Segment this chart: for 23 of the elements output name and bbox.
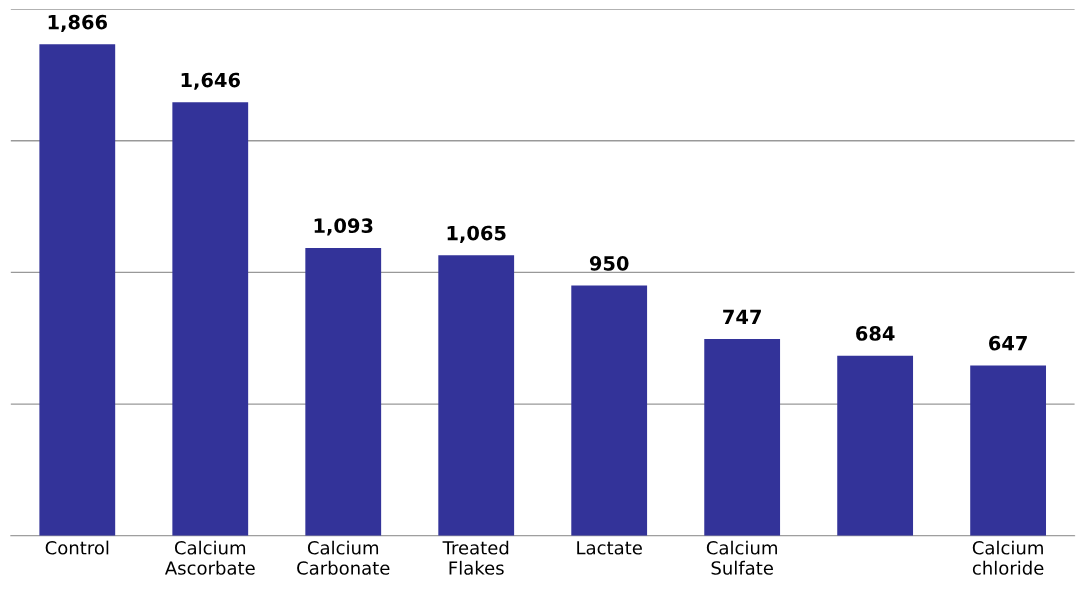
- bar: [305, 247, 382, 536]
- data-label: 1,646: [181, 72, 240, 90]
- bar: [39, 44, 116, 536]
- bar: [571, 285, 648, 536]
- bar: [704, 339, 781, 536]
- data-label: 1,866: [48, 14, 107, 32]
- bar: [837, 355, 914, 536]
- x-tick-label: Lactate: [577, 541, 642, 555]
- x-tick-label: Calcium Sulfate: [706, 540, 777, 575]
- data-label: 647: [989, 335, 1027, 351]
- x-tick-label: Calcium chloride: [972, 540, 1044, 575]
- x-tick-label: Treated Flakes: [442, 540, 509, 575]
- x-tick-label: Control: [45, 540, 109, 555]
- data-label: 1,065: [447, 225, 506, 243]
- x-tick-label: Calcium Carbonate: [297, 540, 390, 575]
- data-label: 950: [589, 255, 629, 271]
- data-label: 684: [856, 326, 895, 341]
- bar: [970, 365, 1047, 536]
- bar: [172, 102, 249, 536]
- bar: [438, 255, 515, 536]
- data-label: 1,093: [314, 218, 373, 236]
- data-label: 747: [723, 309, 761, 324]
- x-tick-label: Calcium Ascorbate: [164, 540, 255, 575]
